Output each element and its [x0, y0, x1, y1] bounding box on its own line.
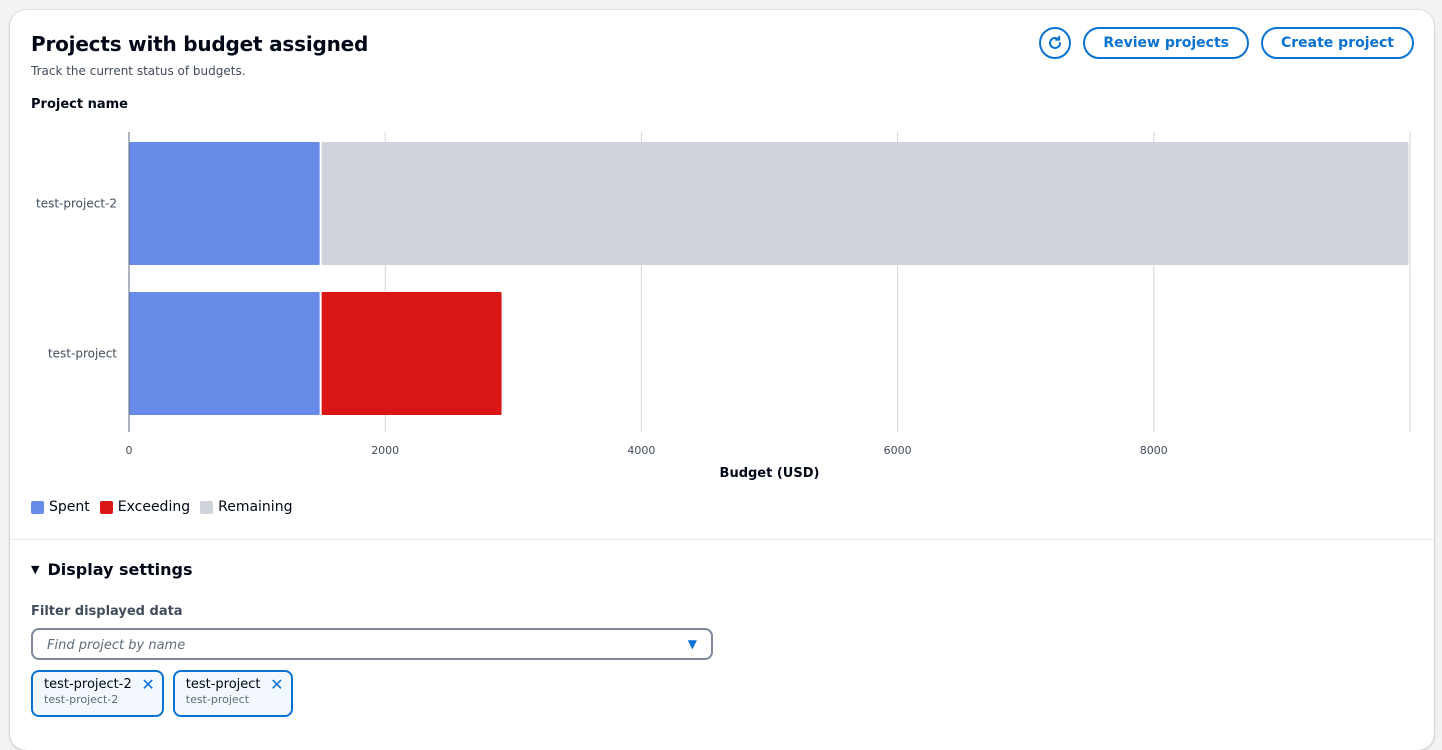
- caret-down-filled-icon[interactable]: ▼: [687, 637, 697, 651]
- legend-item-spent: Spent: [31, 499, 90, 515]
- legend-swatch-remaining: [200, 500, 214, 514]
- display-settings-label: Display settings: [47, 560, 193, 579]
- token-description: test-project-2: [44, 693, 119, 706]
- x-axis-title: Budget (USD): [720, 466, 820, 481]
- close-icon[interactable]: ✕: [270, 675, 284, 694]
- token-test-project-2: test-project-2 test-project-2 ✕: [31, 670, 164, 717]
- token-label: test-project: [185, 677, 261, 692]
- chart-legend: Spent Exceeding Remaining: [31, 499, 292, 515]
- bar-spent: [129, 292, 320, 415]
- section-divider: [10, 539, 1434, 540]
- display-settings-toggle[interactable]: ▼ Display settings: [31, 560, 193, 579]
- bar-exceeding: [321, 292, 502, 415]
- project-search-input[interactable]: [45, 635, 649, 655]
- legend-swatch-exceeding: [99, 500, 113, 514]
- budget-chart: test-project-2 test-project 0 2000 4000 6000 8…: [36, 132, 1411, 481]
- refresh-icon: [1049, 35, 1062, 49]
- legend-item-exceeding: Exceeding: [99, 499, 191, 515]
- header-actions: Review projects Create project: [1039, 27, 1414, 59]
- selected-tokens: test-project-2 test-project-2 ✕ test-pro…: [31, 670, 293, 717]
- x-tick-label: 2000: [371, 444, 399, 457]
- token-label: test-project-2: [44, 677, 132, 692]
- filter-label: Filter displayed data: [31, 604, 183, 619]
- category-label: test-project: [48, 347, 117, 361]
- x-tick-label: 0: [126, 444, 133, 457]
- refresh-button[interactable]: [1039, 27, 1072, 59]
- bar-remaining: [321, 142, 1409, 265]
- token-description: test-project: [185, 693, 250, 706]
- x-tick-label: 4000: [627, 444, 655, 457]
- budget-container: Projects with budget assigned Track the …: [10, 10, 1434, 750]
- legend-label-spent: Spent: [49, 499, 90, 515]
- token-test-project: test-project test-project ✕: [172, 670, 293, 717]
- project-filter-select[interactable]: ▼: [31, 628, 713, 660]
- x-tick-label: 8000: [1140, 444, 1168, 457]
- create-project-button[interactable]: Create project: [1260, 27, 1414, 59]
- bar-spent: [129, 142, 320, 265]
- legend-label-remaining: Remaining: [218, 499, 293, 515]
- category-label: test-project-2: [36, 197, 117, 211]
- page-title: Projects with budget assigned: [31, 32, 369, 56]
- legend-item-remaining: Remaining: [200, 499, 292, 515]
- review-projects-button[interactable]: Review projects: [1083, 27, 1249, 59]
- legend-swatch-spent: [31, 500, 44, 514]
- y-axis-title: Project name: [31, 97, 128, 112]
- caret-down-icon: ▼: [31, 563, 40, 576]
- close-icon[interactable]: ✕: [141, 675, 155, 694]
- page-subtitle: Track the current status of budgets.: [31, 64, 246, 78]
- legend-label-exceeding: Exceeding: [117, 499, 191, 515]
- x-tick-label: 6000: [884, 444, 912, 457]
